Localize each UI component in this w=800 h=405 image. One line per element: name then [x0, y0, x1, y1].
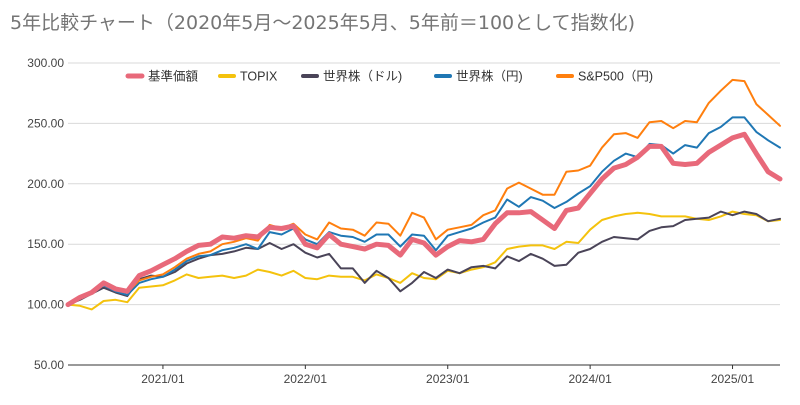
x-tick-label: 2025/01: [711, 372, 755, 386]
x-tick-label: 2023/01: [426, 372, 470, 386]
legend-label: 世界株（ドル): [323, 69, 402, 84]
y-tick-label: 150.00: [27, 237, 64, 251]
y-tick-label: 200.00: [27, 177, 64, 191]
legend-label: 世界株（円): [456, 69, 523, 84]
series-line-0: [65, 131, 783, 308]
series-line-2: [67, 210, 781, 306]
chart-title: 5年比較チャート（2020年5月〜2025年5月、5年前＝100として指数化): [10, 12, 635, 34]
series-line-4: [67, 78, 781, 306]
x-tick-label: 2024/01: [568, 372, 612, 386]
legend-label: 基準価額: [148, 69, 199, 84]
legend-label: S&P500（円): [578, 70, 653, 84]
series-line-3: [67, 116, 781, 306]
legend-label: TOPIX: [240, 70, 278, 84]
y-tick-label: 100.00: [27, 298, 64, 312]
y-tick-label: 300.00: [27, 56, 64, 70]
y-tick-label: 50.00: [34, 358, 64, 372]
x-tick-label: 2022/01: [284, 372, 328, 386]
series-line-1: [67, 210, 781, 311]
y-tick-label: 250.00: [27, 116, 64, 130]
x-tick-label: 2021/01: [141, 372, 185, 386]
